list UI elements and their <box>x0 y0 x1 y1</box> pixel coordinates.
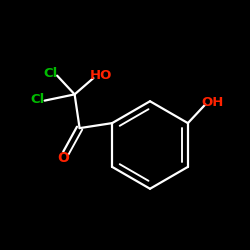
Text: Cl: Cl <box>30 93 45 106</box>
Text: HO: HO <box>90 69 112 82</box>
Text: O: O <box>57 150 69 165</box>
Text: Cl: Cl <box>43 67 57 80</box>
Text: OH: OH <box>201 96 224 109</box>
